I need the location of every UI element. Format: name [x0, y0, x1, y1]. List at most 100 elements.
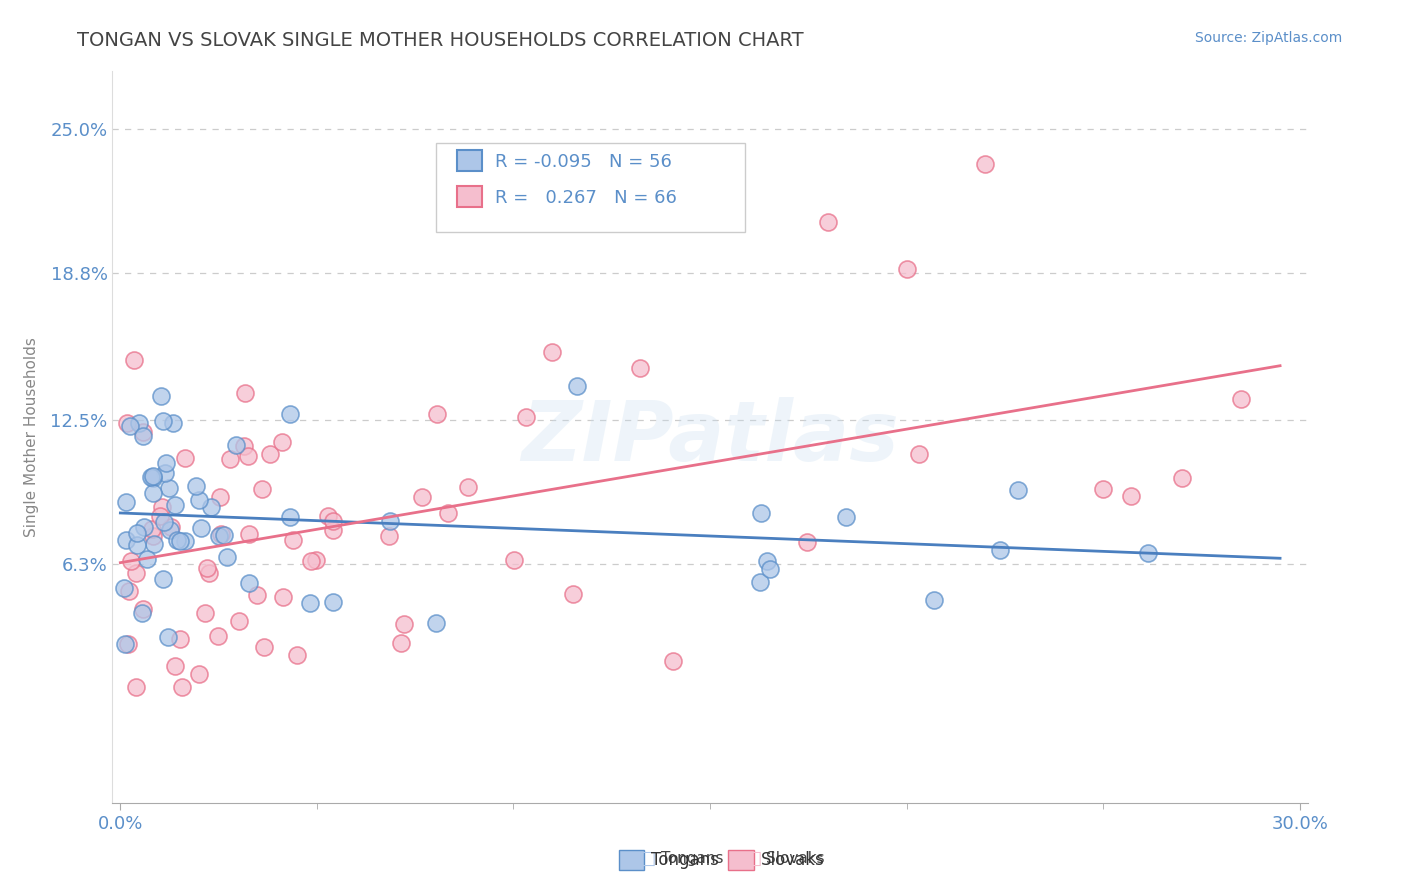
Point	[662, 654, 685, 668]
Point	[169, 533, 191, 548]
Point	[165, 498, 187, 512]
Point	[896, 261, 918, 276]
Point	[755, 554, 778, 568]
Point	[280, 407, 302, 421]
Text: TONGAN VS SLOVAK SINGLE MOTHER HOUSEHOLDS CORRELATION CHART: TONGAN VS SLOVAK SINGLE MOTHER HOUSEHOLD…	[77, 31, 804, 50]
Point	[285, 648, 308, 663]
Point	[136, 551, 159, 566]
Point	[217, 549, 239, 564]
Point	[259, 446, 281, 460]
Point	[118, 584, 141, 599]
Point	[163, 659, 186, 673]
Point	[188, 666, 211, 681]
Point	[169, 632, 191, 646]
Point	[194, 606, 217, 620]
Point	[1121, 489, 1143, 503]
Point	[159, 523, 181, 537]
Point	[411, 490, 433, 504]
Point	[502, 553, 524, 567]
Point	[219, 452, 242, 467]
Point	[835, 509, 858, 524]
Text: Tongans: Tongans	[651, 851, 718, 869]
Point	[425, 615, 447, 630]
Text: Slovaks: Slovaks	[761, 851, 824, 869]
Point	[117, 637, 139, 651]
Point	[157, 630, 180, 644]
Point	[628, 361, 651, 376]
Point	[457, 480, 479, 494]
Point	[152, 572, 174, 586]
Point	[195, 561, 218, 575]
Point	[565, 379, 588, 393]
Point	[209, 490, 232, 504]
Point	[150, 500, 173, 514]
Text: □: □	[637, 848, 657, 868]
Point	[749, 506, 772, 520]
Point	[125, 566, 148, 581]
Point	[322, 523, 344, 537]
Point	[142, 469, 165, 483]
Point	[150, 389, 173, 403]
Point	[305, 553, 328, 567]
Point	[170, 680, 193, 694]
Point	[228, 614, 250, 628]
Point	[142, 529, 165, 543]
Point	[152, 414, 174, 428]
Point	[380, 514, 402, 528]
Point	[252, 482, 274, 496]
Point	[298, 596, 321, 610]
Point	[132, 425, 155, 439]
Point	[174, 533, 197, 548]
Point	[209, 526, 232, 541]
Point	[907, 447, 929, 461]
Point	[142, 471, 165, 485]
Point	[515, 410, 537, 425]
Point	[321, 595, 343, 609]
Point	[187, 493, 209, 508]
Point	[159, 519, 181, 533]
Point	[389, 636, 412, 650]
Point	[114, 637, 136, 651]
Text: R =   0.267   N = 66: R = 0.267 N = 66	[495, 189, 676, 207]
Point	[132, 429, 155, 443]
Point	[112, 581, 135, 595]
Point	[132, 601, 155, 615]
Point	[974, 157, 997, 171]
Point	[166, 533, 188, 547]
Point	[990, 543, 1012, 558]
Point	[157, 481, 180, 495]
Point	[141, 470, 163, 484]
Point	[115, 416, 138, 430]
Point	[131, 607, 153, 621]
Point	[134, 519, 156, 533]
Point	[142, 486, 165, 500]
Point	[232, 439, 254, 453]
Point	[120, 554, 142, 568]
Point	[153, 466, 176, 480]
Point	[1007, 483, 1029, 497]
Point	[281, 533, 304, 547]
Point	[186, 479, 208, 493]
Point	[143, 537, 166, 551]
Point	[270, 434, 292, 449]
Point	[748, 575, 770, 590]
Point	[378, 529, 401, 543]
Point	[174, 451, 197, 466]
Point	[392, 617, 415, 632]
Point	[436, 506, 458, 520]
Point	[796, 534, 818, 549]
Point	[271, 591, 294, 605]
Point	[922, 592, 945, 607]
Text: Slovaks: Slovaks	[766, 851, 825, 865]
Point	[128, 416, 150, 430]
Point	[1171, 471, 1194, 485]
Point	[125, 525, 148, 540]
Point	[238, 576, 260, 591]
Text: Source: ZipAtlas.com: Source: ZipAtlas.com	[1195, 31, 1343, 45]
Point	[1092, 483, 1115, 497]
Point	[236, 449, 259, 463]
Point	[114, 533, 136, 547]
Point	[115, 495, 138, 509]
Point	[155, 456, 177, 470]
Point	[233, 386, 256, 401]
